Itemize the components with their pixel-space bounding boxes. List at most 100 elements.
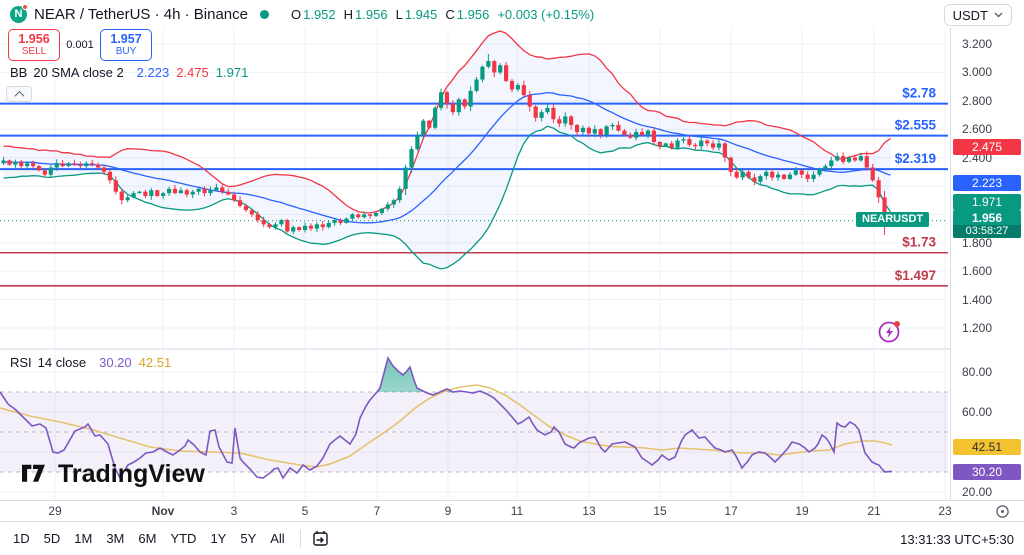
range-button-5y[interactable]: 5Y	[240, 531, 257, 546]
price-level-label: $1.497	[895, 268, 936, 283]
order-panel: 1.956 SELL 0.001 1.957 BUY	[8, 29, 152, 61]
rsi-axis-label: 60.00	[962, 405, 993, 419]
collapse-legend-button[interactable]	[6, 86, 32, 102]
rsi-indicator-legend[interactable]: RSI 14 close 30.20 42.51	[10, 355, 171, 370]
candle-body	[232, 194, 237, 201]
timezone-settings-icon[interactable]	[995, 504, 1010, 519]
candle-body	[107, 171, 113, 181]
candle-body	[101, 167, 107, 172]
range-button-ytd[interactable]: YTD	[170, 531, 197, 546]
range-button-5d[interactable]: 5D	[43, 531, 61, 546]
symbol-flag-label[interactable]: NEARUSDT	[856, 211, 930, 227]
clock-timezone[interactable]: 13:31:33 UTC+5:30	[900, 531, 1014, 547]
sell-label: SELL	[21, 46, 47, 58]
candle-body	[456, 99, 461, 113]
time-axis-label: 15	[653, 504, 667, 518]
candle-body	[332, 220, 337, 223]
candle-body	[161, 193, 166, 196]
price-axis[interactable]: 1.956 03:58:27 3.200 3.000 2.800 2.600 2.400…	[950, 28, 1024, 521]
candle-body	[350, 214, 355, 219]
candle-body	[409, 149, 414, 168]
time-axis-label: 13	[582, 504, 596, 518]
price-axis-label: 1.200	[962, 321, 993, 335]
candle-body	[208, 190, 213, 194]
candle-body	[781, 174, 787, 179]
candle-body	[545, 107, 550, 113]
range-button-all[interactable]: All	[270, 531, 285, 546]
candle-body	[509, 80, 515, 90]
time-axis-label: 21	[867, 504, 881, 518]
candle-body	[338, 220, 343, 223]
last-price-badge: 1.956 03:58:27	[953, 210, 1021, 238]
rsi-chart-pane[interactable]	[0, 350, 950, 500]
ohlc-key: C	[445, 6, 455, 22]
candle-body	[113, 180, 118, 192]
candle-body	[119, 191, 124, 201]
buy-button[interactable]: 1.957 BUY	[100, 29, 152, 61]
candle-body	[687, 139, 692, 145]
candle-body	[669, 143, 674, 148]
candle-body	[237, 200, 243, 206]
candle-body	[675, 140, 680, 148]
candle-body	[728, 157, 733, 172]
tradingview-watermark[interactable]: TradingView	[22, 460, 205, 489]
candle-body	[793, 170, 798, 175]
go-to-date-button[interactable]	[309, 527, 333, 551]
sell-price: 1.956	[18, 31, 50, 46]
candle-body	[166, 188, 172, 194]
ohlc-value: 1.956	[355, 6, 388, 22]
candle-body	[604, 126, 609, 135]
candle-body	[681, 139, 686, 141]
candle-body	[622, 130, 627, 135]
candle-body	[870, 167, 875, 181]
time-axis-label: 29	[48, 504, 62, 518]
candle-body	[716, 143, 722, 148]
candle-body	[835, 156, 840, 161]
flash-boost-icon[interactable]	[877, 318, 903, 344]
time-axis-label: 7	[373, 504, 381, 518]
candle-body	[60, 163, 65, 167]
chevron-up-icon	[14, 90, 24, 101]
ohlc-value: 1.945	[404, 6, 438, 22]
candle-body	[864, 156, 869, 168]
time-axis-label: 9	[444, 504, 452, 518]
price-level-label: $2.78	[902, 86, 936, 101]
market-status-dot[interactable]	[259, 9, 269, 19]
candle-body	[326, 222, 331, 228]
candle-body	[616, 124, 621, 131]
candle-body	[172, 188, 178, 194]
range-button-1d[interactable]: 1D	[13, 531, 30, 546]
candle-body	[72, 163, 77, 165]
range-button-6m[interactable]: 6M	[138, 531, 157, 546]
price-level-label: $1.73	[902, 235, 936, 250]
watermark-text: TradingView	[58, 460, 205, 488]
range-button-1y[interactable]: 1Y	[210, 531, 227, 546]
range-button-1m[interactable]: 1M	[74, 531, 93, 546]
candle-body	[291, 227, 296, 232]
candle-body	[474, 79, 479, 91]
candle-body	[297, 227, 302, 231]
candle-body	[569, 116, 574, 125]
ohlc-values: O 1.952 H 1.956 L 1.945 C 1.956 +0.003 (+0.15%)	[283, 7, 594, 22]
pane-divider[interactable]	[0, 348, 950, 350]
candle-body	[249, 210, 254, 215]
candle-body	[66, 163, 71, 167]
candle-body	[722, 143, 727, 158]
price-axis-label: 3.200	[962, 37, 993, 51]
symbol-title[interactable]: NEAR / TetherUS · 4h · Binance	[34, 5, 248, 23]
candle-body	[876, 180, 881, 198]
candle-body	[699, 140, 704, 147]
candle-body	[84, 163, 89, 167]
time-axis[interactable]: 29 Nov 3 5 7 9 11 13 15 17 19 21 23	[0, 500, 1024, 521]
candle-body	[852, 157, 858, 161]
sell-button[interactable]: 1.956 SELL	[8, 29, 60, 61]
range-button-3m[interactable]: 3M	[106, 531, 125, 546]
bb-value: 2.223	[136, 65, 170, 80]
bb-indicator-legend[interactable]: BB 20 SMA close 2 2.223 2.475 1.971	[10, 65, 248, 80]
currency-dropdown[interactable]: USDT	[943, 4, 1012, 26]
price-chart-pane[interactable]: $2.78 $2.555 $2.319 $1.73 $1.497	[0, 28, 950, 350]
candle-body	[261, 220, 266, 225]
rsi-ma-line	[0, 384, 893, 468]
candle-body	[243, 205, 249, 211]
